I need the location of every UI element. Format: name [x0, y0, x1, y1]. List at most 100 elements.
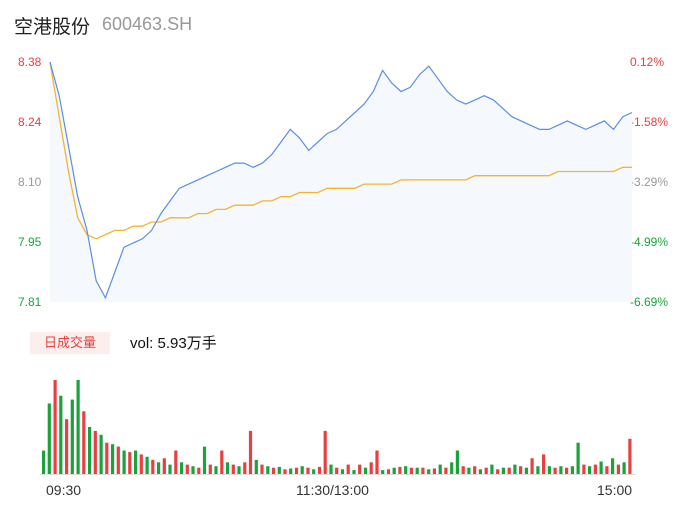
volume-bar: [237, 466, 241, 474]
price-tick-label: 8.24: [18, 115, 42, 129]
volume-bar: [231, 464, 235, 474]
volume-bar: [243, 462, 247, 475]
volume-bar: [605, 466, 609, 474]
volume-bar: [363, 467, 368, 474]
volume-bar: [421, 467, 425, 474]
volume-bar: [490, 464, 494, 474]
volume-bar: [88, 427, 92, 474]
volume-bar: [145, 456, 149, 474]
volume-bar: [542, 454, 546, 474]
price-tick-label: 7.95: [18, 235, 42, 249]
volume-bar: [59, 395, 63, 474]
volume-bar: [484, 467, 488, 474]
price-tick-label: 8.10: [18, 175, 42, 189]
volume-bar: [134, 450, 138, 474]
volume-bar: [70, 399, 74, 474]
volume-bar: [599, 461, 603, 474]
volume-bar: [306, 467, 310, 474]
volume-bar: [386, 469, 391, 474]
average-price-line: [49, 61, 632, 240]
volume-bar: [294, 467, 299, 474]
volume-bar: [65, 419, 69, 474]
volume-bar: [312, 469, 316, 474]
volume-bar: [185, 464, 189, 474]
volume-bar: [47, 403, 51, 474]
volume-bar: [122, 450, 126, 474]
volume-bar: [260, 464, 264, 474]
volume-bar: [513, 464, 517, 474]
volume-bar: [76, 380, 80, 474]
volume-bar: [530, 458, 534, 474]
volume-bar: [519, 466, 523, 474]
volume-bar: [536, 466, 540, 474]
volume-bar: [496, 469, 500, 474]
volume-bar: [208, 464, 212, 474]
volume-bar: [593, 464, 597, 474]
x-tick-label: 11:30/13:00: [296, 482, 369, 498]
volume-bar: [340, 469, 345, 474]
volume-bar: [128, 452, 132, 474]
volume-bar: [225, 462, 230, 475]
volume-bar: [352, 470, 356, 474]
volume-bar: [501, 467, 505, 474]
volume-bar: [415, 467, 419, 474]
volume-bar: [427, 469, 431, 474]
volume-readout: vol: 5.93万手: [130, 335, 217, 352]
volume-bar: [409, 467, 413, 474]
volume-bar: [369, 462, 373, 475]
volume-bar: [277, 466, 281, 474]
volume-bar: [283, 469, 287, 474]
volume-bar: [254, 459, 258, 474]
volume-bar: [191, 466, 195, 474]
pct-tick-label: -6.69%: [630, 295, 669, 309]
volume-bar: [323, 430, 327, 474]
volume-bar: [450, 462, 454, 475]
volume-bar: [524, 467, 528, 474]
volume-bar: [214, 466, 218, 474]
volume-bar: [289, 468, 293, 474]
volume-bar: [467, 467, 471, 474]
x-tick-label: 09:30: [46, 482, 82, 498]
volume-bar: [197, 467, 201, 474]
price-tick-label: 7.81: [18, 295, 42, 309]
volume-bar: [473, 466, 477, 474]
volume-bar: [404, 466, 408, 474]
volume-bar: [157, 462, 161, 475]
stock-code: 600463.SH: [102, 14, 193, 34]
volume-bar: [42, 450, 46, 474]
volume-bar: [381, 470, 385, 474]
volume-bar: [582, 464, 586, 474]
pct-tick-label: -3.29%: [630, 175, 669, 189]
volume-bar: [616, 464, 620, 474]
volume-bar: [99, 434, 103, 474]
volume-bar: [220, 450, 224, 474]
volume-bar: [461, 466, 465, 474]
volume-bar: [432, 468, 436, 474]
volume-bar: [202, 446, 207, 474]
volume-bar: [271, 467, 276, 474]
volume-bar: [179, 462, 184, 475]
volume-bar: [139, 454, 143, 474]
volume-bar: [375, 450, 379, 474]
volume-bar: [105, 442, 109, 474]
volume-bar: [335, 467, 339, 474]
volume-bar: [168, 464, 172, 474]
volume-bar: [576, 442, 580, 474]
volume-bar: [300, 466, 304, 474]
volume-bar: [565, 467, 569, 474]
volume-bar: [53, 380, 57, 474]
volume-bar: [93, 430, 97, 474]
volume-bar: [317, 466, 322, 474]
volume-bar: [570, 466, 574, 474]
volume-bar: [455, 450, 459, 474]
volume-bar: [248, 430, 253, 474]
volume-bar: [151, 459, 155, 474]
volume-bar: [111, 444, 115, 474]
volume-bar: [174, 450, 178, 474]
volume-bar: [329, 464, 333, 474]
price-line: [49, 61, 633, 300]
volume-bar: [82, 411, 86, 474]
volume-bar: [116, 446, 120, 474]
volume-bar: [559, 466, 563, 474]
volume-tab[interactable]: 日成交量: [30, 332, 110, 354]
